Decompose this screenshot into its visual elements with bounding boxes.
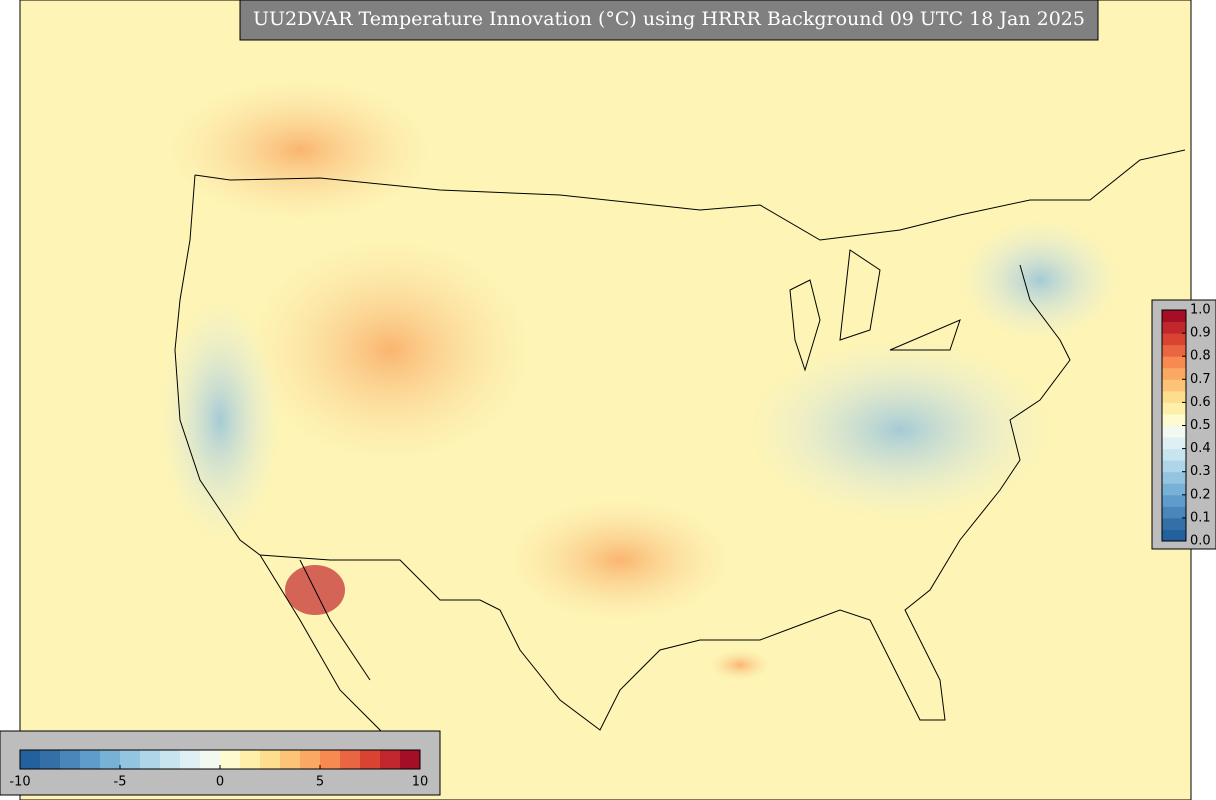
colorbar-segment [40,750,61,769]
title-box [239,0,1099,41]
colorbar-segment [1162,367,1186,380]
warm-area [250,240,530,460]
colorbar-segment [1162,413,1186,426]
title: UU2DVAR Temperature Innovation (°C) usin… [253,8,1085,30]
colorbar-segment [1162,425,1186,438]
colorbar-segment [320,750,341,769]
colorbar-tick-label: -10 [9,775,30,790]
colorbar-segment [1162,344,1186,357]
colorbar-segment [240,750,261,769]
colorbar-tick-label: 0.9 [1190,326,1211,341]
colorbar-tick-label: -5 [114,775,127,790]
colorbar-segment [1162,471,1186,484]
colorbar-tick-label: 10 [412,775,429,790]
colorbar-tick-label: 0.3 [1190,464,1211,479]
colorbar-segment [1162,517,1186,530]
colorbar-tick-label: 0.1 [1190,510,1211,525]
colorbar-segment [120,750,141,769]
colorbar-segment [1162,529,1186,542]
shading [160,80,1120,680]
colorbar-segment [340,750,361,769]
colorbar-tick-label: 5 [316,775,324,790]
colorbar-segment [140,750,161,769]
lake [789,249,961,372]
colorbar-segment [1162,379,1186,392]
colorbar-segment [20,750,41,769]
colorbar-segment [1162,390,1186,403]
colorbar-segment [80,750,101,769]
colorbar-tick-label: 0.4 [1190,441,1211,456]
colorbar-tick-label: 0.8 [1190,349,1211,364]
colorbar-tick-label: 0.0 [1190,534,1211,549]
colorbar-tick-label: 0.5 [1190,418,1211,433]
colorbar-tick-label: 1.0 [1190,303,1211,318]
colorbar-segment [1162,333,1186,346]
warm-area [710,650,770,680]
colorbar-segment [360,750,381,769]
colorbar-segment [1162,483,1186,496]
warm-area [170,80,430,220]
cool-area [750,340,1050,520]
colorbar-segment [1162,448,1186,461]
cool-area [160,300,280,540]
colorbar-segment [1162,321,1186,334]
colorbar-segment [60,750,81,769]
colorbar-segment [160,750,181,769]
colorbar-tick-label: 0.7 [1190,372,1211,387]
colorbar-tick-label: 0 [216,775,224,790]
colorbar-tick-label: 0.6 [1190,395,1211,410]
colorbar-segment [380,750,401,769]
warm-area [510,500,730,620]
colorbar-segment [280,750,301,769]
colorbar-segment [260,750,281,769]
colorbars: -10 -5 0 5 10 0.0 0.1 0.2 0.3 0.4 0.5 0.6 0.7 0.8 0.9 1… [9,303,1210,790]
coastline [174,149,1186,731]
colorbar-segment [1162,460,1186,473]
cool-area [960,220,1120,340]
colorbar-segment [400,750,421,769]
colorbar-segment [1162,356,1186,369]
colorbar-segment [1162,402,1186,415]
colorbar-segment [180,750,201,769]
colorbar-segment [1162,506,1186,519]
colorbar-tick-label: 0.2 [1190,487,1211,502]
colorbar-segment [1162,494,1186,507]
colorbar-segment [1162,310,1186,323]
colorbar-segment [220,750,241,769]
colorbar-segment [1162,437,1186,450]
colorbar-segment [300,750,321,769]
colorbar-segment [100,750,121,769]
colorbar-segment [200,750,221,769]
